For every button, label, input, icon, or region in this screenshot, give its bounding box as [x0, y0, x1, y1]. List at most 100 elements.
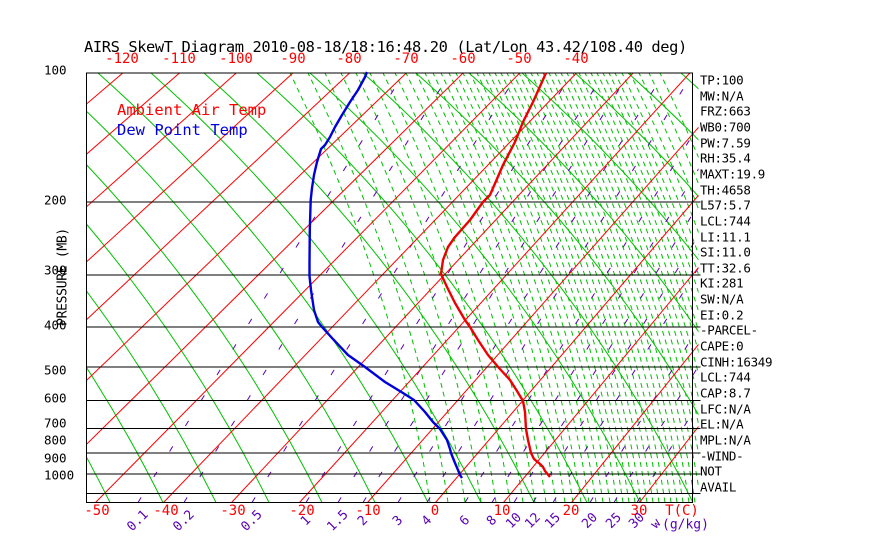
dry-adiabat-line	[97, 73, 429, 503]
mixing-ratio-line	[397, 73, 665, 503]
isotherm-line	[503, 266, 699, 503]
mixing-ratio-line	[464, 124, 699, 503]
bottom-axis-label: -30	[220, 503, 246, 519]
pressure-label: 100	[44, 62, 67, 78]
mixing-ratio-line	[337, 73, 605, 503]
moist-adiabat-line	[307, 73, 449, 503]
dry-adiabat-line	[521, 73, 699, 261]
isotherm-line	[163, 73, 577, 503]
moist-adiabat-line	[394, 73, 536, 503]
moist-adiabat-line	[355, 73, 497, 503]
moist-adiabat-line	[448, 73, 590, 503]
top-axis-label: -90	[280, 51, 306, 67]
skewt-grid	[86, 73, 699, 503]
top-axis-label: -60	[450, 51, 476, 67]
moist-adiabat-line	[566, 73, 699, 456]
stat-line: MW:N/A	[700, 88, 744, 104]
mixing-ratio-line	[362, 73, 630, 503]
stat-line: FRZ:663	[700, 103, 751, 119]
moist-adiabat-line	[440, 73, 582, 503]
dry-adiabat-line	[86, 290, 217, 503]
moist-adiabat-line	[324, 73, 466, 503]
stat-line: -WIND-	[700, 448, 744, 464]
stat-line: RH:35.4	[700, 150, 751, 166]
dry-adiabat-line	[574, 73, 699, 198]
pressure-label: 700	[44, 415, 67, 431]
moist-adiabat-line	[488, 73, 630, 503]
moist-adiabat-line	[424, 73, 566, 503]
stat-line: TH:4658	[700, 182, 751, 198]
stat-line: TT:32.6	[700, 260, 751, 276]
stat-line: LFC:N/A	[700, 401, 751, 417]
moist-adiabat-line	[382, 73, 524, 503]
moist-adiabat-line	[554, 73, 696, 503]
dry-adiabat-line	[627, 73, 699, 141]
mixing-ratio-line	[426, 73, 694, 503]
moist-adiabat-line	[500, 73, 642, 503]
temp-axis-unit: T(C)	[665, 503, 699, 519]
dry-adiabat-line	[86, 223, 270, 503]
pressure-label: 1000	[44, 467, 75, 483]
isotherm-line	[231, 73, 634, 503]
moist-adiabat-line	[369, 73, 511, 503]
isotherm-line	[86, 73, 464, 446]
top-axis-label: -40	[563, 51, 589, 67]
stat-line: -PARCEL-	[700, 322, 758, 338]
mixing-axis-unit: (g/kg)	[662, 517, 709, 533]
isotherm-line	[95, 73, 521, 503]
dry-adiabat-line	[86, 366, 164, 503]
moist-adiabat-line	[530, 73, 672, 503]
mixing-ratio-line	[137, 73, 405, 503]
dry-adiabat-line	[415, 73, 699, 416]
isotherm-line	[86, 73, 407, 382]
stat-line: MAXT:19.9	[700, 166, 766, 182]
pressure-label: 400	[44, 317, 67, 333]
top-axis-label: -100	[219, 51, 253, 67]
bottom-axis-label: -10	[355, 503, 381, 519]
pressure-label: 300	[44, 262, 67, 278]
top-axis-label: -110	[162, 51, 196, 67]
pressure-grid	[86, 72, 701, 503]
mixing-ratio-line	[183, 73, 451, 503]
dry-adiabat-line	[86, 164, 323, 503]
stat-line: CAP:8.7	[700, 385, 751, 401]
bottom-axis-label: -40	[153, 503, 179, 519]
moist-adiabat-line	[289, 73, 431, 503]
stat-line: AVAIL	[700, 479, 737, 495]
mixing-ratio-line	[251, 73, 519, 503]
stat-line: MPL:N/A	[700, 432, 751, 448]
moist-adiabat-line	[405, 73, 547, 503]
legend-dew-point-temp: Dew Point Temp	[117, 121, 248, 139]
pressure-label: 600	[44, 390, 67, 406]
stat-line: LCL:744	[700, 369, 751, 385]
moist-adiabat-line	[536, 73, 678, 503]
pressure-label: 500	[44, 362, 67, 378]
stat-line: EI:0.2	[700, 307, 744, 323]
plot-border	[86, 72, 693, 503]
moist-adiabat-line	[482, 73, 624, 503]
bottom-axis-label: 0	[430, 503, 440, 519]
bottom-axis-label: -50	[84, 503, 110, 519]
dewpoint-curve	[308, 71, 463, 479]
stat-line: LI:11.1	[700, 229, 751, 244]
isotherm-line	[86, 73, 294, 263]
moist-adiabat-line	[542, 73, 684, 503]
bottom-axis-label: 10	[493, 503, 511, 519]
bottom-axis-label: 20	[562, 503, 580, 519]
dry-adiabat-line	[86, 110, 376, 503]
isotherm-line	[639, 425, 699, 503]
moist-adiabat-line	[469, 73, 611, 503]
dry-adiabat-line	[362, 73, 694, 503]
mixing-ratio-line	[305, 73, 573, 503]
stat-line: L57:5.7	[700, 197, 751, 213]
moist-adiabat-line	[560, 73, 699, 490]
moist-adiabat-line	[455, 73, 597, 503]
top-axis-label: -80	[336, 51, 362, 67]
moist-adiabat-line	[518, 73, 660, 503]
isotherm-line	[367, 126, 699, 503]
isotherm-line	[86, 73, 350, 321]
dry-adiabat-line	[256, 73, 588, 503]
moist-adiabat-line	[548, 73, 690, 503]
